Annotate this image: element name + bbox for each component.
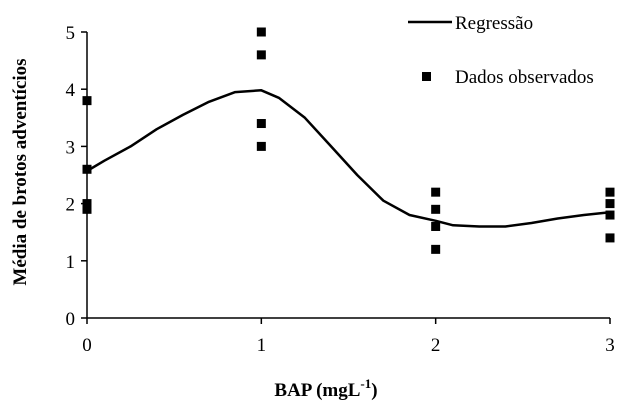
legend-label-regression: Regressão <box>455 13 533 34</box>
observed-data-point <box>256 141 266 151</box>
observed-data-point <box>431 204 441 214</box>
y-tick-label: 1 <box>66 252 76 273</box>
observed-data-point <box>605 210 615 220</box>
plot-area <box>82 27 615 254</box>
regression-line <box>86 89 611 228</box>
axes <box>86 32 610 319</box>
x-axis-title-superscript: -1 <box>360 376 371 391</box>
legend: Regressão Dados observados <box>408 13 594 88</box>
observed-data-point <box>256 119 266 129</box>
x-tick-label: 3 <box>605 335 615 356</box>
observed-data-point <box>256 50 266 60</box>
legend-marker-swatch <box>422 72 431 81</box>
x-tick-label: 1 <box>257 335 267 356</box>
x-axis-title-main: BAP (mgL <box>274 380 360 401</box>
observed-data-point <box>431 187 441 197</box>
observed-data-point <box>605 187 615 197</box>
observed-data-point <box>256 27 266 37</box>
observed-data-point <box>431 244 441 254</box>
ticks: 0 1 2 3 4 5 0 1 2 3 <box>66 23 615 356</box>
observed-data-point <box>605 233 615 243</box>
y-tick-label: 5 <box>66 23 76 44</box>
observed-data-point <box>431 221 441 231</box>
y-tick-label: 4 <box>66 80 76 101</box>
observed-data-point <box>605 199 615 209</box>
y-tick-label: 0 <box>66 309 76 330</box>
x-tick-label: 0 <box>82 335 92 356</box>
y-tick-label: 3 <box>66 137 76 158</box>
legend-label-observed: Dados observados <box>455 67 594 88</box>
x-tick-label: 2 <box>431 335 441 356</box>
x-axis-title-end: ) <box>371 380 377 401</box>
y-axis-title: Média de brotos adventícios <box>10 58 31 285</box>
y-tick-label: 2 <box>66 195 76 216</box>
x-axis-title: BAP (mgL-1) <box>274 376 377 401</box>
